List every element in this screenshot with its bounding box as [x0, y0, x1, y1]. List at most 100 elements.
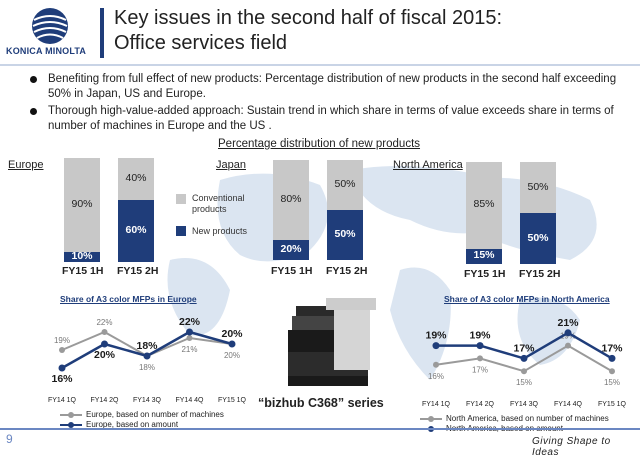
page-number: 9 [6, 432, 13, 446]
data-label: 16% [428, 372, 444, 381]
data-label: 22% [96, 318, 112, 327]
legend-swatch-conventional [176, 194, 186, 204]
title-line-1: Key issues in the second half of fiscal … [114, 7, 503, 29]
gray-line-marker-icon [420, 416, 442, 422]
data-label: 15% [516, 378, 532, 387]
x-tick-label: FY15 1Q [598, 401, 627, 408]
europe-line-chart-title: Share of A3 color MFPs in Europe [60, 294, 197, 304]
data-point [477, 355, 483, 362]
data-label: 19% [54, 336, 70, 345]
north-america-line-chart: 16%17%15%19%15%19%19%17%21%17%FY14 1QFY1… [422, 317, 627, 408]
section-title: Percentage distribution of new products [218, 138, 421, 150]
data-point [58, 364, 66, 372]
bar-new: 15% [466, 248, 502, 264]
bullet-item: Thorough high-value-added approach: Sust… [30, 104, 630, 134]
data-label: 21% [181, 345, 197, 354]
bullet-list: Benefiting from full effect of new produ… [30, 72, 630, 136]
bar-value-label: 15% [473, 249, 495, 262]
data-label: 20% [94, 349, 116, 361]
bar-conventional: 40% [118, 158, 154, 200]
x-tick-label: FY14 3Q [133, 397, 162, 404]
data-point [521, 368, 527, 375]
data-label: 20% [224, 351, 240, 360]
data-point [186, 328, 193, 336]
bar-new: 10% [64, 249, 100, 262]
bar-value-label: 60% [125, 223, 147, 236]
x-tick-label: FY14 4Q [175, 397, 204, 404]
bar-value-label: 20% [280, 243, 302, 255]
x-tick-label: FY14 4Q [554, 401, 583, 408]
bar-value-label: 80% [280, 193, 302, 205]
legend-label-conventional: Conventional products [192, 193, 245, 214]
north-america-line-legend: North America, based on number of machin… [420, 414, 609, 434]
legend-item: Europe, based on amount [60, 420, 224, 430]
data-point [101, 340, 108, 348]
x-tick-label: FY14 1Q [48, 397, 77, 404]
x-tick-label: FY14 2Q [466, 401, 495, 408]
logo-text: KONICA MINOLTA [6, 46, 87, 56]
legend-label-new: New products [192, 226, 248, 236]
data-point [520, 354, 528, 362]
data-point [609, 368, 615, 375]
legend-text: Europe, based on amount [86, 420, 179, 429]
data-label: 17% [513, 342, 535, 354]
legend-item: North America, based on number of machin… [420, 414, 609, 424]
legend-swatch-new [176, 226, 186, 236]
data-label: 22% [179, 316, 201, 328]
bar-value-label: 50% [334, 228, 356, 240]
bar-category-label: FY15 1H [464, 268, 506, 280]
region-label-europe: Europe [8, 159, 44, 171]
bar-category-label: FY15 2H [326, 265, 368, 277]
bar-conventional: 50% [520, 162, 556, 213]
data-point [59, 347, 65, 353]
data-point [608, 354, 616, 362]
data-label: 17% [472, 365, 488, 374]
slogan: Giving Shape to Ideas [532, 436, 611, 458]
bar-value-label: 85% [473, 198, 495, 211]
europe-line-legend: Europe, based on number of machines Euro… [60, 410, 224, 430]
bar-value-label: 10% [71, 249, 93, 262]
data-label: 21% [557, 317, 579, 329]
bar-value-label: 50% [527, 180, 549, 193]
blue-line-marker-icon [60, 422, 82, 428]
data-point [564, 329, 572, 337]
header [0, 0, 640, 62]
bar-category-label: FY15 2H [117, 265, 159, 277]
data-point [565, 342, 571, 349]
bar-new: 50% [520, 213, 556, 264]
data-label: 18% [136, 340, 158, 352]
data-point [476, 342, 484, 350]
europe-line-chart: 19% 22% 18% 21% 20% 16% 20% 18% 22% 20% FY14 1Q FY1… [48, 316, 247, 404]
bar-conventional: 80% [273, 160, 309, 240]
bar-conventional: 90% [64, 158, 100, 252]
data-point [433, 361, 439, 368]
data-label: 17% [601, 342, 623, 354]
printer-product-image [288, 298, 376, 386]
region-label-japan: Japan [216, 159, 246, 171]
x-tick-label: FY14 1Q [422, 401, 451, 408]
bar-category-label: FY15 2H [519, 268, 561, 280]
data-label: 18% [139, 363, 155, 372]
product-caption: “bizhub C368” series [258, 396, 384, 410]
bar-category-label: FY15 1H [62, 265, 104, 277]
data-label: 16% [51, 373, 73, 385]
x-tick-label: FY14 2Q [90, 397, 119, 404]
bar-new: 20% [273, 240, 309, 260]
x-tick-label: FY15 1Q [218, 397, 247, 404]
region-label-north-america: North America [393, 159, 463, 171]
bar-value-label: 40% [125, 171, 147, 184]
europe-bar-chart: 90% 10% 40% 60% [64, 158, 164, 262]
legend-text: Europe, based on number of machines [86, 410, 224, 419]
data-point [143, 352, 151, 360]
data-label: 15% [604, 378, 620, 387]
bullet-item: Benefiting from full effect of new produ… [30, 72, 630, 102]
konica-minolta-logo-icon [32, 8, 68, 44]
footer-line [0, 428, 640, 430]
bar-new: 50% [327, 210, 363, 260]
data-label: 19% [425, 330, 447, 342]
legend-text: North America, based on number of machin… [446, 414, 609, 423]
japan-bar-chart: 80% 20% 50% 50% [273, 160, 373, 260]
data-point [186, 335, 193, 341]
data-point [228, 340, 236, 348]
bar-conventional: 85% [466, 162, 502, 249]
